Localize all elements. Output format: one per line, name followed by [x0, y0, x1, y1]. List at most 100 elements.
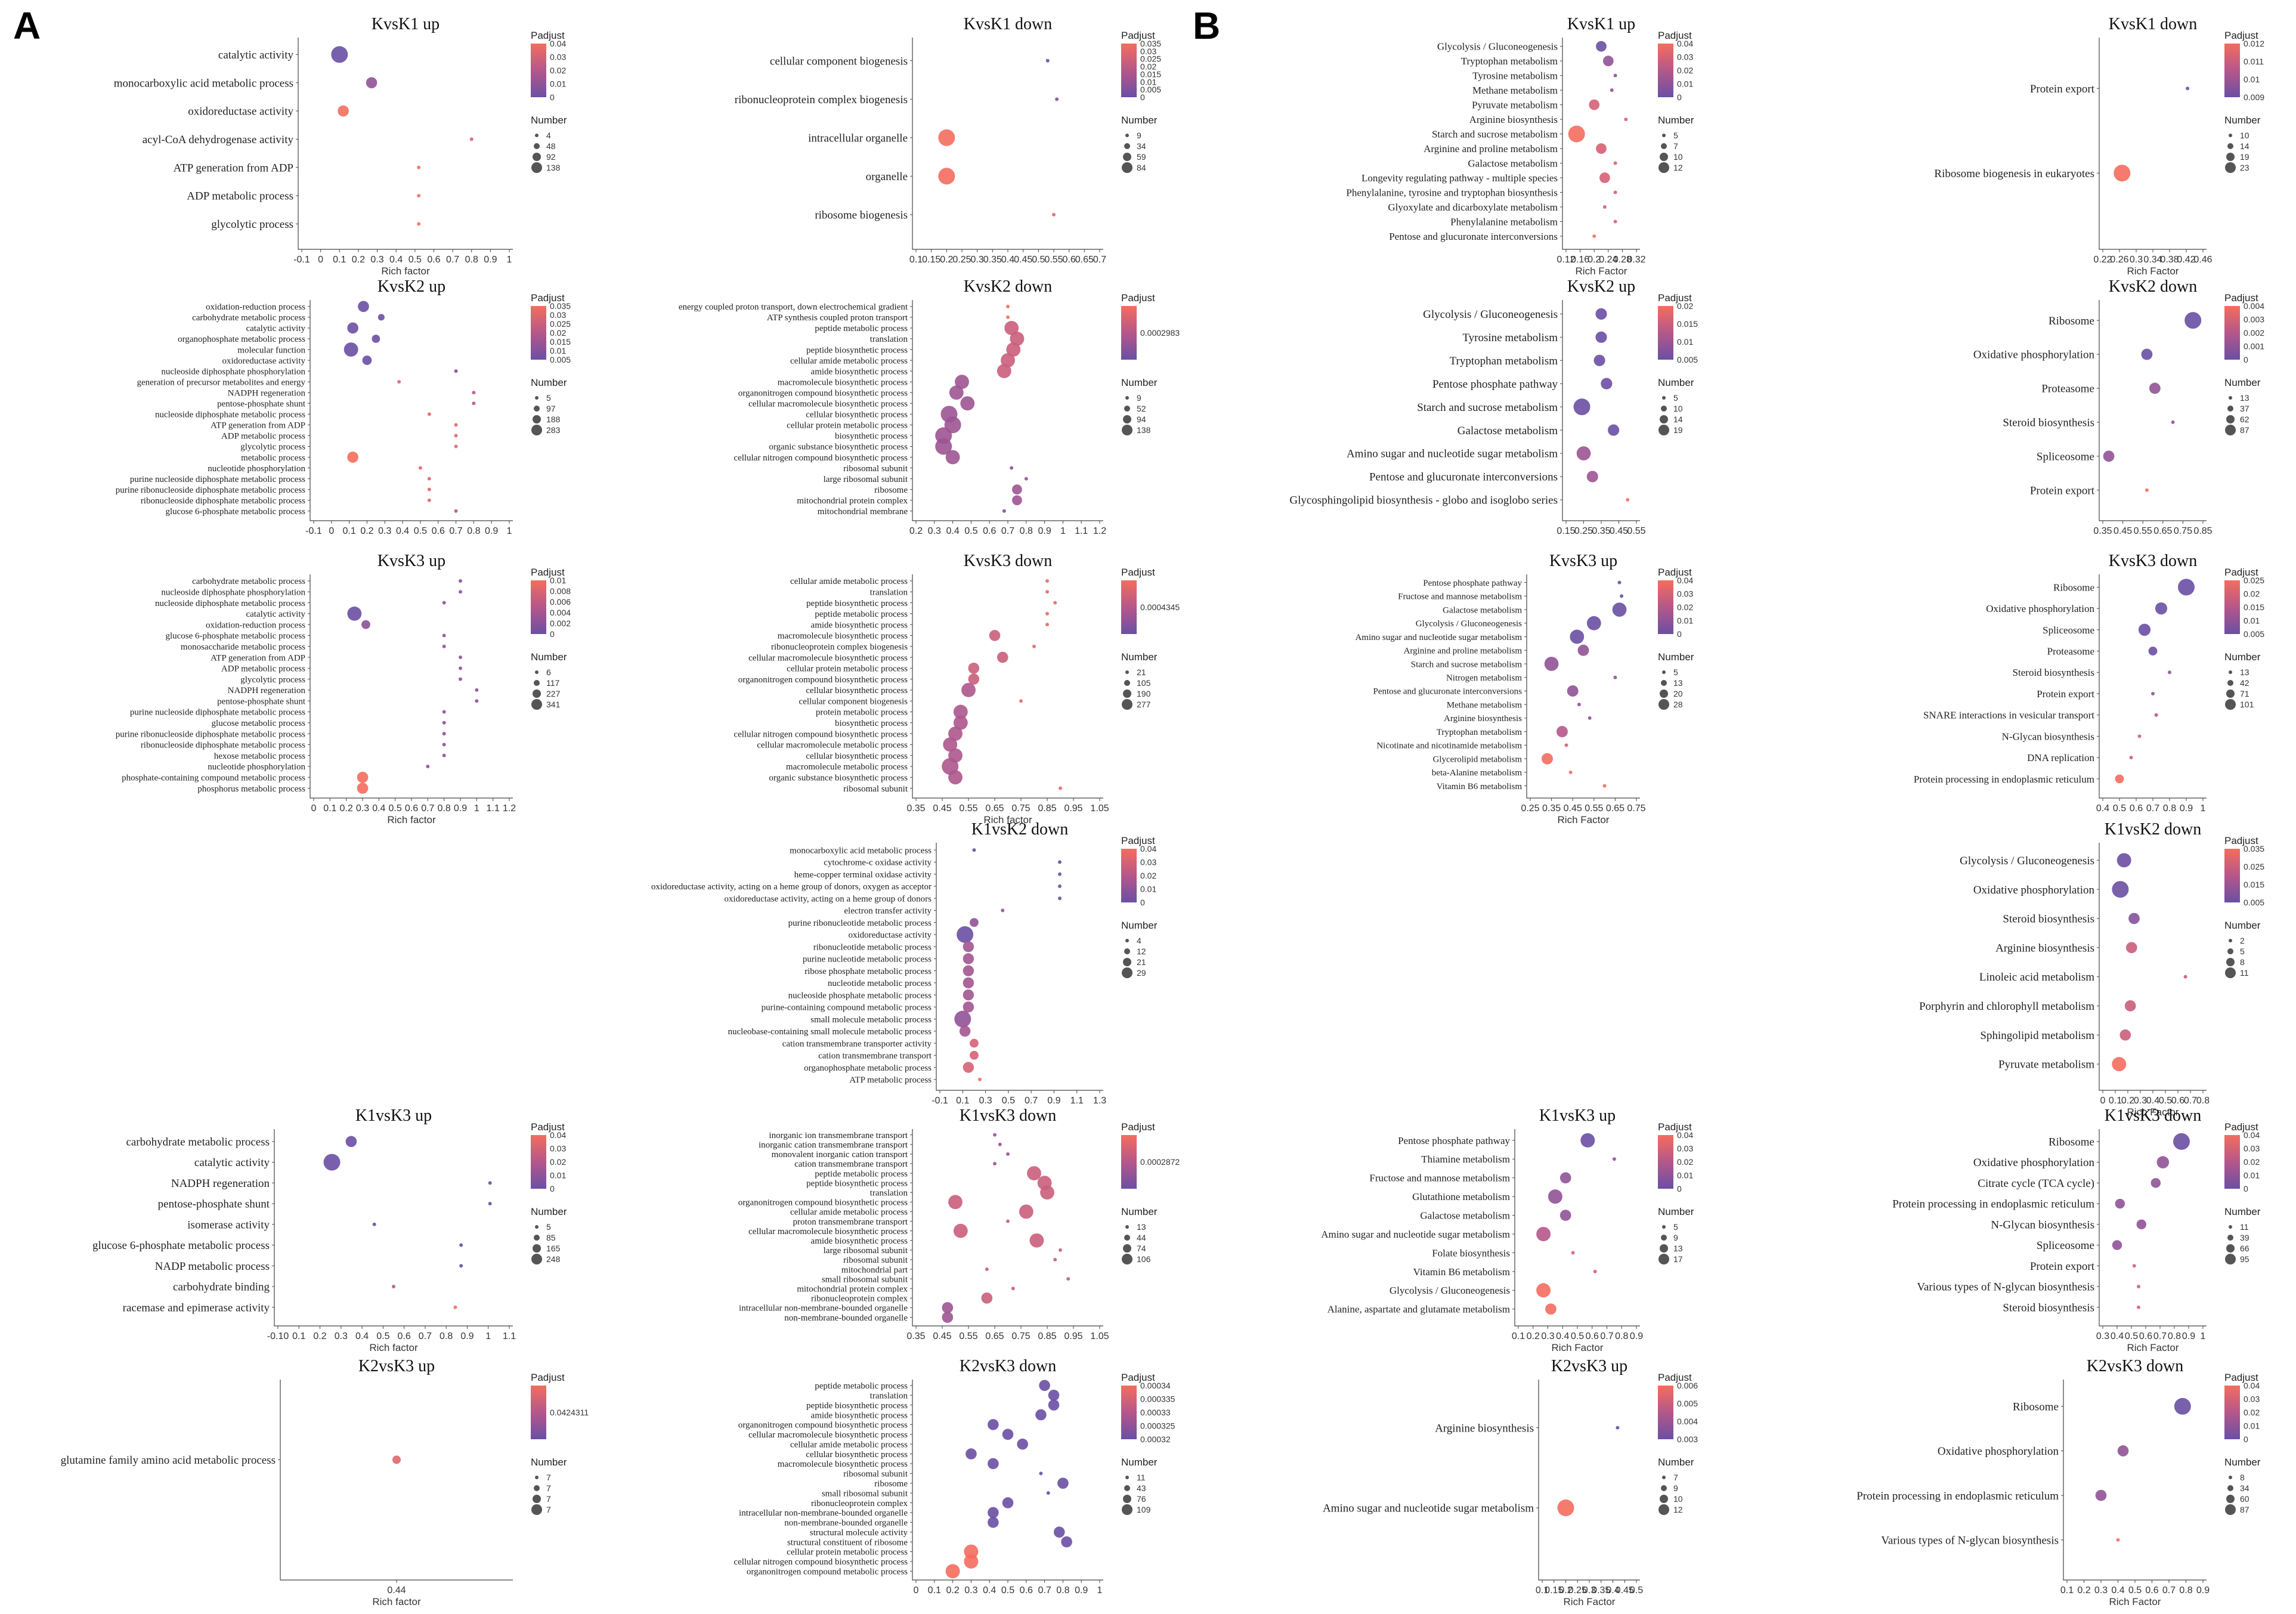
- data-point-biosynthetic-process: [953, 715, 968, 730]
- color-legend-tick: 0.04: [2244, 1130, 2260, 1140]
- color-scale-bar: [1121, 44, 1137, 97]
- category-label: Glycolysis / Gluconeogenesis: [1423, 308, 1558, 321]
- category-label: small ribosomal subunit: [822, 1489, 908, 1498]
- axis-lines: [2099, 38, 2207, 250]
- data-point-organonitrogen-compound-biosynthetic-process: [968, 673, 980, 685]
- data-point-tyrosine-metabolism: [1595, 331, 1607, 343]
- size-legend-tick: 5: [1673, 131, 1678, 140]
- color-legend-tick: 0.01: [1140, 77, 1156, 86]
- category-label: monosaccharide metabolic process: [181, 642, 305, 652]
- data-point-intracellular-organelle: [938, 129, 955, 146]
- data-point-amide-biosynthetic-process: [1045, 623, 1049, 627]
- category-label: Nitrogen metabolism: [1446, 673, 1522, 683]
- x-tick-label: 1.05: [1090, 1331, 1109, 1341]
- size-legend-tick: 4: [1137, 936, 1141, 945]
- color-legend-tick: 0.04: [1677, 39, 1693, 48]
- axis-lines: [310, 300, 513, 521]
- data-point-ribosomal-subunit: [1010, 466, 1014, 470]
- data-point-phosphate-containing-compound-metabolic-process: [357, 771, 369, 783]
- category-label: ribonucleoprotein complex biogenesis: [735, 94, 908, 106]
- color-legend-tick: 0.015: [550, 337, 571, 347]
- color-legend-title: Padjust: [1121, 1372, 1155, 1383]
- x-tick-label: 1: [507, 526, 512, 536]
- category-label: large ribosomal subunit: [824, 475, 908, 484]
- x-tick-label: 0.7: [2162, 1585, 2176, 1596]
- color-legend-tick: 0: [1677, 629, 1682, 639]
- color-legend-tick: 0.02: [550, 66, 566, 75]
- size-legend-dot: [2226, 153, 2235, 161]
- axis-lines: [1514, 1129, 1640, 1327]
- color-scale-bar: [1121, 306, 1137, 360]
- x-tick-label: 0.6: [983, 526, 996, 536]
- chart-panel-10: K2vsK3 down peptide metabolic process tran…: [602, 1357, 1193, 1611]
- category-label: purine ribonucleoside diphosphate metabo…: [116, 729, 305, 739]
- data-point-steroid-biosynthesis: [2168, 670, 2171, 675]
- size-legend-title: Number: [531, 377, 567, 388]
- category-label: Tryptophan metabolism: [1450, 355, 1558, 367]
- color-legend-tick: 0.035: [1140, 39, 1161, 48]
- chart-panel-7: K1vsK3 up carbohydrate metabolic process c…: [0, 1106, 602, 1357]
- category-label: structural molecule activity: [810, 1528, 908, 1538]
- category-label: Pentose phosphate pathway: [1398, 1135, 1510, 1146]
- category-label: macromolecule biosynthetic process: [778, 632, 908, 641]
- chart-title: K2vsK3 down: [960, 1357, 1057, 1375]
- data-point-nucleoside-diphosphate-metabolic-process: [427, 412, 431, 416]
- color-legend-tick: 0.01: [1677, 616, 1693, 626]
- category-label: purine ribonucleoside diphosphate metabo…: [116, 486, 305, 495]
- category-label: pentose-phosphate shunt: [217, 400, 306, 409]
- color-legend-title: Padjust: [1121, 1121, 1155, 1133]
- category-label: biosynthetic process: [835, 432, 908, 441]
- data-point-purine-nucleoside-diphosphate-metabolic-process: [427, 477, 431, 481]
- data-point-ribonucleoprotein-complex-biogenesis: [1055, 97, 1059, 101]
- x-tick-label: 0.24: [1599, 255, 1617, 265]
- category-label: Fructose and mannose metabolism: [1369, 1173, 1510, 1184]
- chart-title: KvsK2 down: [2109, 277, 2198, 296]
- x-tick-label: 0.7: [1038, 1585, 1051, 1596]
- category-label: mitochondrial membrane: [818, 507, 908, 517]
- size-legend-dot: [531, 1504, 542, 1515]
- x-tick-label: 0.7: [1001, 526, 1014, 536]
- chart-title: KvsK1 down: [2109, 15, 2198, 33]
- x-tick-label: -0.1: [305, 526, 322, 536]
- category-label: Protein export: [2030, 83, 2095, 95]
- x-tick-label: 0.6: [427, 255, 440, 265]
- category-label: Pentose phosphate pathway: [1432, 378, 1558, 391]
- color-legend-tick: 0.025: [2244, 862, 2264, 871]
- size-legend-tick: 52: [1137, 404, 1146, 413]
- category-label: Citrate cycle (TCA cycle): [1978, 1177, 2094, 1190]
- color-scale-bar: [1121, 1135, 1137, 1189]
- size-legend-tick: 95: [2240, 1254, 2249, 1264]
- category-label: Oxidative phosphorylation: [1938, 1445, 2059, 1458]
- x-tick-label: 0.8: [1615, 1331, 1628, 1341]
- color-legend-title: Padjust: [531, 1372, 565, 1383]
- color-legend-tick: 0.02: [550, 1157, 566, 1167]
- category-label: non-membrane-bounded organelle: [784, 1313, 908, 1323]
- color-legend-tick: 0.04: [2244, 1381, 2260, 1390]
- axis-lines: [310, 574, 513, 799]
- size-legend-tick: 6: [546, 667, 551, 677]
- size-legend-dot: [1125, 134, 1129, 137]
- category-label: Spliceosome: [2037, 1239, 2094, 1252]
- color-legend-tick: 0: [550, 92, 555, 102]
- axis-lines: [1562, 38, 1640, 250]
- category-label: energy coupled proton transport, down el…: [679, 302, 908, 312]
- color-legend-tick: 0.025: [1140, 54, 1161, 64]
- size-legend-tick: 42: [2240, 678, 2249, 688]
- x-tick-label: 0.45: [933, 1331, 951, 1341]
- x-tick-label: 0.35: [1592, 526, 1610, 536]
- color-legend-tick: 0.015: [2244, 602, 2264, 612]
- x-tick-label: 0.3: [964, 1585, 977, 1596]
- x-tick-label: 0.25: [952, 255, 971, 265]
- category-label: cellular biosynthetic process: [806, 410, 908, 420]
- data-point-cellular-protein-metabolic-process: [964, 1544, 979, 1559]
- size-legend-dot: [531, 699, 542, 710]
- data-point-oxidoreductase-activity-acting-on-a-heme-group-o: [1058, 896, 1062, 901]
- data-point-mitochondrial-part: [985, 1267, 989, 1272]
- x-tick-label: 0.2: [1559, 1585, 1572, 1596]
- color-scale-bar: [1121, 849, 1137, 902]
- category-label: Arginine biosynthesis: [1469, 114, 1558, 125]
- x-tick-label: 0.55: [1585, 803, 1603, 814]
- size-legend-dot: [2226, 1495, 2235, 1503]
- color-legend-tick: 0.02: [2244, 1157, 2260, 1167]
- size-legend-title: Number: [2224, 920, 2261, 931]
